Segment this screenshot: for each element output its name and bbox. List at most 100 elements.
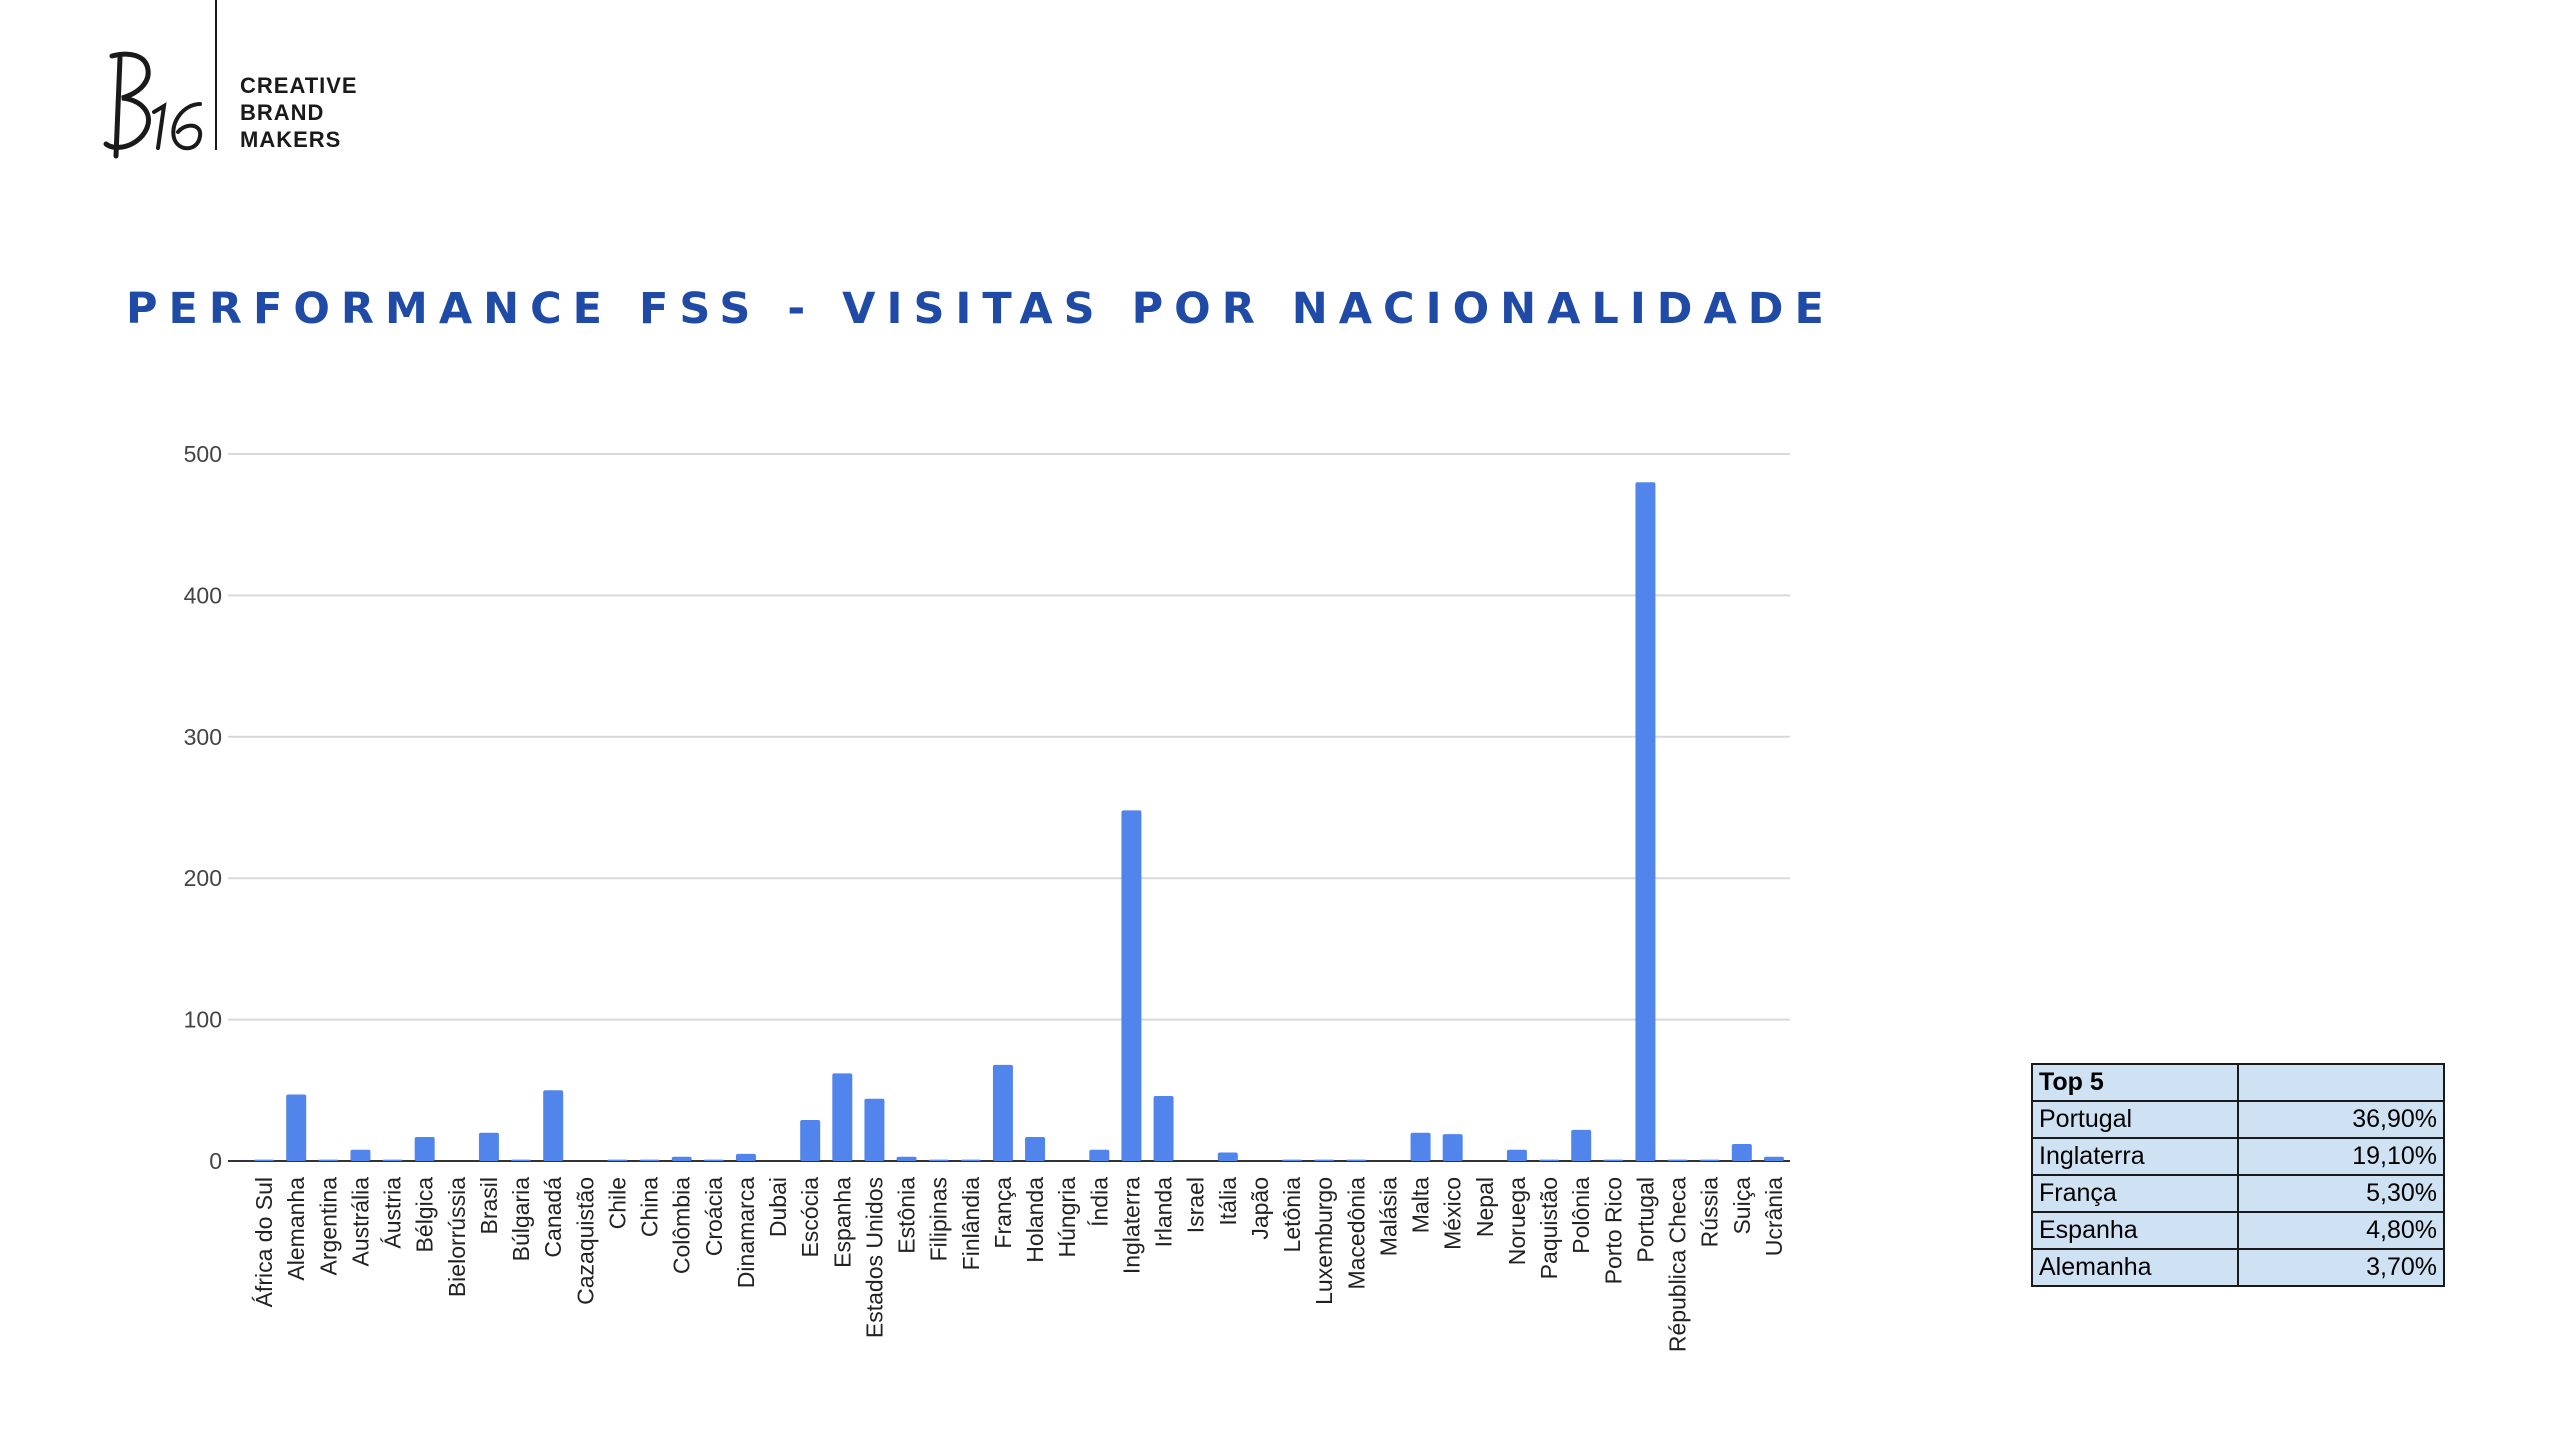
- top5-table: Top 5 Portugal 36,90% Inglaterra 19,10% …: [2030, 1063, 2445, 1287]
- top5-pct: 36,90%: [2237, 1100, 2445, 1139]
- x-tick-label: Bielorrússia: [444, 1177, 470, 1297]
- x-tick-label: Húngria: [1054, 1177, 1080, 1258]
- bar: [1121, 810, 1142, 1161]
- x-tick-label: Estônia: [894, 1177, 920, 1254]
- top5-country: Inglaterra: [2030, 1137, 2240, 1176]
- x-tick-label: Portugal: [1632, 1177, 1658, 1263]
- x-tick-label: Chile: [604, 1177, 630, 1229]
- bar: [511, 1159, 532, 1161]
- brand-line-1: CREATIVE: [240, 73, 358, 98]
- bar: [254, 1159, 275, 1161]
- x-tick-label: Espanha: [829, 1177, 855, 1268]
- table-row: Inglaterra 19,10%: [2030, 1137, 2445, 1176]
- x-tick-label: Républica Checa: [1665, 1177, 1691, 1352]
- x-tick-label: Letônia: [1279, 1177, 1305, 1253]
- bar: [1539, 1159, 1560, 1161]
- top5-header: Top 5: [2030, 1063, 2240, 1102]
- x-tick-label: Israel: [1183, 1177, 1209, 1233]
- x-tick-label: Índia: [1086, 1177, 1112, 1227]
- logo-divider: [215, 0, 217, 150]
- x-tick-label: China: [637, 1177, 663, 1237]
- x-tick-label: Itália: [1215, 1177, 1241, 1226]
- bar: [286, 1094, 307, 1161]
- x-tick-label: Malta: [1408, 1177, 1434, 1233]
- y-tick-label: 200: [184, 865, 222, 891]
- bar: [703, 1159, 724, 1161]
- x-tick-label: Malásia: [1375, 1177, 1401, 1256]
- x-tick-label: Austrália: [347, 1177, 373, 1267]
- bar: [478, 1132, 499, 1161]
- bar: [1506, 1149, 1527, 1161]
- x-tick-label: Suiça: [1729, 1177, 1755, 1235]
- x-tick-label: Dinamarca: [733, 1177, 759, 1288]
- x-tick-label: Croácia: [701, 1177, 727, 1256]
- x-tick-label: Argentina: [315, 1177, 341, 1276]
- bar: [832, 1073, 853, 1161]
- top5-pct: 19,10%: [2237, 1137, 2445, 1176]
- x-tick-label: Canadá: [540, 1177, 566, 1258]
- bar: [1763, 1156, 1784, 1161]
- x-tick-label: Paquistão: [1536, 1177, 1562, 1279]
- x-tick-label: México: [1440, 1177, 1466, 1250]
- x-tick-label: Colômbia: [669, 1177, 695, 1274]
- x-tick-label: Nepal: [1472, 1177, 1498, 1237]
- bar: [671, 1156, 692, 1161]
- x-tick-label: Escócia: [797, 1177, 823, 1258]
- top5-pct: 4,80%: [2237, 1211, 2445, 1250]
- x-tick-label: Ucrânia: [1761, 1177, 1787, 1256]
- table-row: Alemanha 3,70%: [2030, 1248, 2445, 1287]
- bar: [1153, 1095, 1174, 1161]
- bar: [607, 1159, 628, 1161]
- top5-pct: 3,70%: [2237, 1248, 2445, 1287]
- x-tick-label: África do Sul: [251, 1177, 277, 1307]
- table-row: França 5,30%: [2030, 1174, 2445, 1213]
- bar: [1217, 1152, 1238, 1161]
- x-tick-label: Cazaquistão: [572, 1177, 598, 1305]
- bar: [318, 1159, 339, 1161]
- x-tick-label: Inglaterra: [1118, 1177, 1144, 1274]
- top5-country: Alemanha: [2030, 1248, 2240, 1287]
- brand-line-3: MAKERS: [240, 127, 342, 152]
- x-tick-label: Brasil: [476, 1177, 502, 1235]
- bar: [1282, 1159, 1303, 1161]
- x-tick-label: Polônia: [1568, 1177, 1594, 1254]
- x-tick-label: Búlgaria: [508, 1177, 534, 1262]
- x-tick-label: Luxemburgo: [1311, 1177, 1337, 1305]
- top5-country: Espanha: [2030, 1211, 2240, 1250]
- y-tick-label: 0: [209, 1148, 222, 1174]
- bar: [1025, 1136, 1046, 1161]
- x-tick-label: Finlândia: [958, 1177, 984, 1271]
- brand-line-2: BRAND: [240, 100, 325, 125]
- x-tick-label: Japão: [1247, 1177, 1273, 1240]
- bar: [382, 1159, 403, 1161]
- bar: [960, 1159, 981, 1161]
- bar: [864, 1098, 885, 1161]
- brand-logo-icon: [103, 51, 203, 159]
- bar: [639, 1159, 660, 1161]
- bar: [1089, 1149, 1110, 1161]
- bar: [1346, 1159, 1367, 1161]
- top5-country: França: [2030, 1174, 2240, 1213]
- table-row: Portugal 36,90%: [2030, 1100, 2445, 1139]
- bar: [928, 1159, 949, 1161]
- brand-name: CREATIVE BRAND MAKERS: [240, 72, 358, 153]
- bar: [1635, 482, 1656, 1161]
- y-tick-label: 300: [184, 724, 222, 750]
- y-tick-label: 500: [184, 441, 222, 467]
- bar: [1699, 1159, 1720, 1161]
- x-tick-label: Alemanha: [283, 1177, 309, 1281]
- bar: [543, 1090, 564, 1161]
- y-tick-label: 400: [184, 582, 222, 608]
- y-tick-label: 100: [184, 1007, 222, 1033]
- bar: [350, 1149, 371, 1161]
- bar: [735, 1153, 756, 1161]
- x-tick-label: Filipinas: [926, 1177, 952, 1261]
- x-tick-label: Rússia: [1697, 1177, 1723, 1248]
- x-tick-label: Irlanda: [1151, 1177, 1177, 1248]
- bar: [896, 1156, 917, 1161]
- bar: [1571, 1129, 1592, 1161]
- bar: [992, 1064, 1013, 1161]
- bar: [1410, 1132, 1431, 1161]
- x-tick-label: Holanda: [1022, 1177, 1048, 1263]
